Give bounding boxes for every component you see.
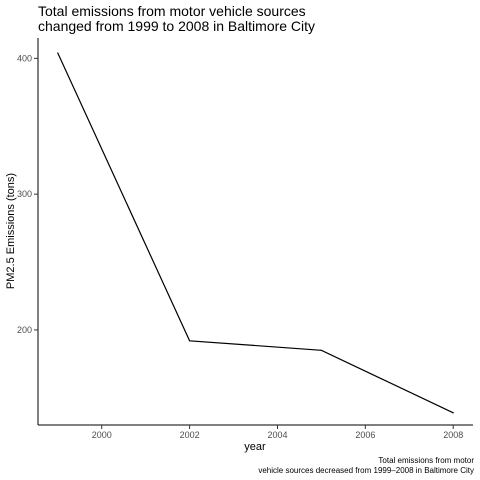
data-point — [452, 412, 454, 414]
caption-line-2: vehicle sources decreased from 1999–2008… — [258, 466, 474, 475]
data-point — [320, 349, 323, 351]
emissions-series-line — [57, 52, 454, 414]
y-axis-ticks: 200 300 400 — [17, 53, 38, 335]
chart-title-line-2: changed from 1999 to 2008 in Baltimore C… — [38, 18, 315, 34]
x-tick-label: 2002 — [180, 430, 200, 440]
y-tick-label: 300 — [17, 189, 32, 199]
data-point — [57, 52, 59, 54]
y-axis-title: PM2.5 Emissions (tons) — [5, 173, 17, 289]
x-tick-label: 2006 — [355, 430, 375, 440]
y-tick-label: 200 — [17, 325, 32, 335]
caption-line-1: Total emissions from motor — [378, 456, 474, 465]
series-points — [57, 52, 454, 414]
x-axis-ticks: 2000 2002 2004 2006 2008 — [92, 425, 463, 440]
x-axis-title: year — [244, 441, 266, 453]
y-tick-label: 400 — [17, 53, 32, 63]
x-tick-label: 2004 — [267, 430, 287, 440]
chart-title-line-1: Total emissions from motor vehicle sourc… — [38, 3, 306, 19]
data-point — [188, 340, 191, 342]
x-tick-label: 2000 — [92, 430, 112, 440]
x-tick-label: 2008 — [443, 430, 463, 440]
